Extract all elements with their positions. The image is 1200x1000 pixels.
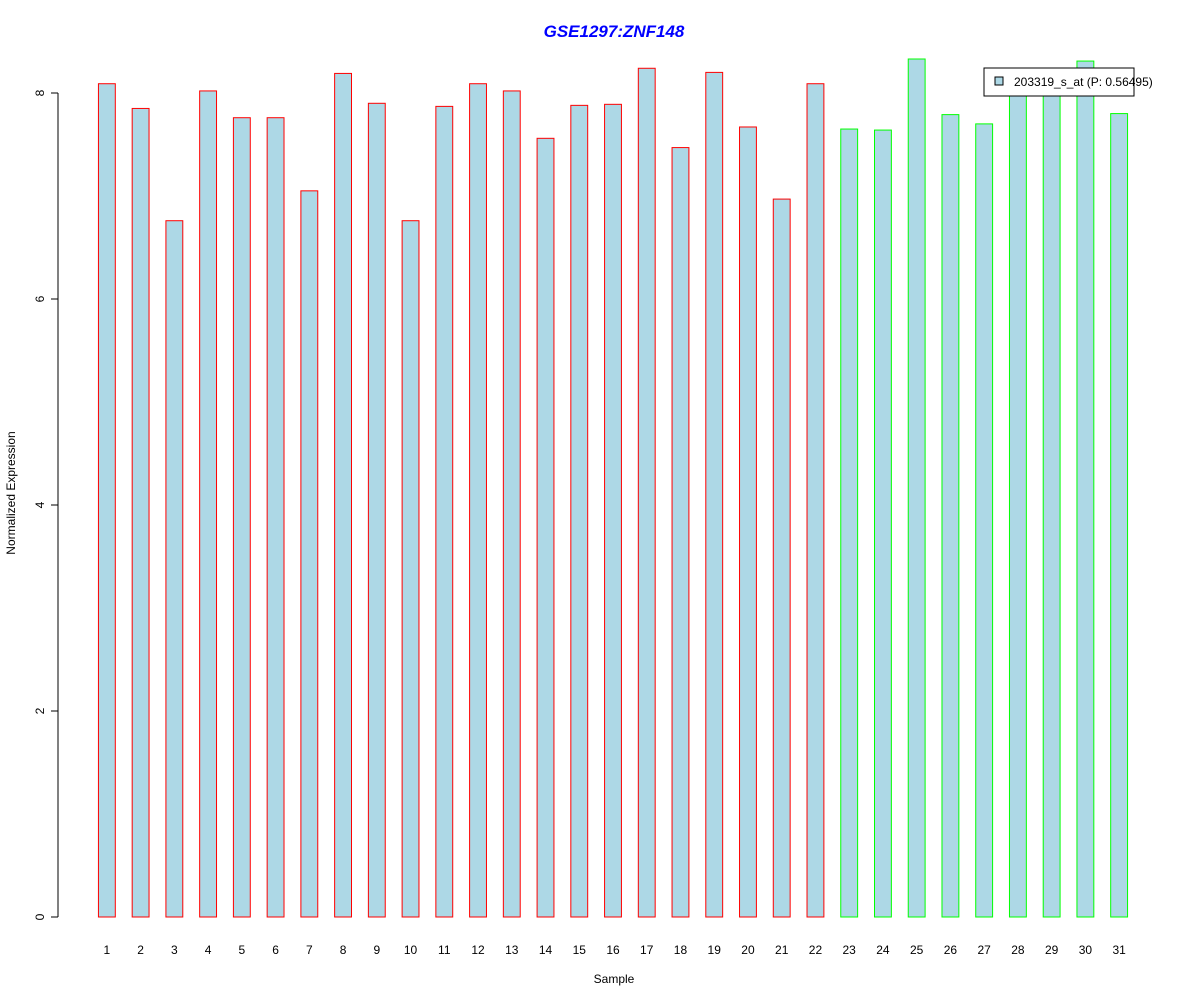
- x-tick-label: 22: [809, 943, 823, 957]
- y-tick-label: 4: [33, 501, 47, 508]
- bar-sample-8: [334, 72, 352, 918]
- bar-sample-22: [806, 83, 825, 918]
- x-tick-label: 21: [775, 943, 789, 957]
- x-tick-label: 16: [606, 943, 620, 957]
- bar-sample-16: [604, 103, 622, 918]
- x-tick-label: 29: [1045, 943, 1059, 957]
- y-tick-label: 6: [33, 295, 47, 302]
- x-tick-label: 3: [171, 943, 178, 957]
- y-axis: 0 2 4 6 8: [33, 89, 59, 920]
- x-tick-label: 5: [238, 943, 245, 957]
- bar-sample-31: [1110, 113, 1129, 918]
- x-tick-labels: 1 2 3 4 5 6 7 8 9 10 11 12 13 14 15 16 17 18 19 20 21 22 23 24 2…: [104, 943, 1127, 957]
- bar-sample-1: [97, 83, 116, 918]
- y-tick-label: 8: [33, 89, 47, 96]
- bar-sample-10: [401, 220, 420, 918]
- bar-sample-27: [975, 123, 994, 918]
- bar-sample-4: [199, 90, 218, 918]
- bar-sample-12: [469, 83, 487, 918]
- x-tick-label: 31: [1112, 943, 1126, 957]
- x-tick-label: 6: [272, 943, 279, 957]
- legend-box: [983, 67, 1135, 97]
- bar-sample-15: [570, 104, 589, 918]
- x-tick-label: 11: [438, 943, 451, 957]
- x-tick-label: 13: [505, 943, 519, 957]
- bar-sample-24: [874, 129, 892, 918]
- x-axis-title: Sample: [594, 972, 635, 986]
- bar-sample-7: [300, 190, 319, 918]
- x-tick-label: 19: [708, 943, 722, 957]
- x-tick-label: 14: [539, 943, 553, 957]
- bar-sample-28: [1008, 83, 1027, 918]
- bar-sample-11: [435, 105, 454, 918]
- bar-sample-6: [266, 117, 285, 918]
- bar-sample-14: [536, 137, 555, 918]
- bars: [97, 58, 1129, 918]
- bar-sample-13: [502, 90, 521, 918]
- chart-title: GSE1297:ZNF148: [544, 22, 685, 41]
- bar-sample-29: [1042, 82, 1061, 918]
- x-tick-label: 20: [741, 943, 755, 957]
- x-tick-label: 17: [640, 943, 654, 957]
- bar-sample-19: [705, 71, 724, 918]
- legend-label: 203319_s_at (P: 0.56495): [1014, 75, 1153, 89]
- x-tick-label: 18: [674, 943, 688, 957]
- bar-sample-30: [1076, 60, 1095, 918]
- x-tick-label: 28: [1011, 943, 1025, 957]
- x-tick-label: 7: [306, 943, 313, 957]
- y-tick-label: 2: [33, 707, 47, 714]
- bar-sample-9: [367, 102, 386, 918]
- x-tick-label: 26: [944, 943, 958, 957]
- y-axis-title: Normalized Expression: [4, 431, 18, 554]
- x-tick-label: 25: [910, 943, 924, 957]
- x-tick-label: 12: [471, 943, 485, 957]
- bar-sample-20: [739, 126, 757, 918]
- x-tick-label: 27: [977, 943, 991, 957]
- legend-swatch: [994, 76, 1004, 86]
- x-tick-label: 24: [876, 943, 890, 957]
- x-tick-label: 8: [340, 943, 347, 957]
- x-tick-label: 9: [373, 943, 380, 957]
- x-tick-label: 30: [1079, 943, 1093, 957]
- legend: 203319_s_at (P: 0.56495): [983, 67, 1153, 97]
- bar-sample-18: [671, 147, 690, 918]
- x-tick-label: 2: [137, 943, 144, 957]
- bar-sample-2: [131, 107, 150, 918]
- bar-sample-3: [165, 220, 184, 918]
- y-tick-label: 0: [33, 913, 47, 920]
- x-tick-label: 15: [573, 943, 587, 957]
- x-tick-label: 1: [104, 943, 111, 957]
- x-tick-label: 10: [404, 943, 418, 957]
- x-tick-label: 4: [205, 943, 212, 957]
- bar-sample-17: [637, 67, 656, 918]
- bar-sample-25: [907, 58, 926, 918]
- x-tick-label: 23: [843, 943, 857, 957]
- bar-sample-21: [772, 198, 791, 918]
- bar-sample-23: [840, 128, 859, 918]
- bar-sample-26: [941, 114, 960, 918]
- bar-sample-5: [232, 117, 251, 918]
